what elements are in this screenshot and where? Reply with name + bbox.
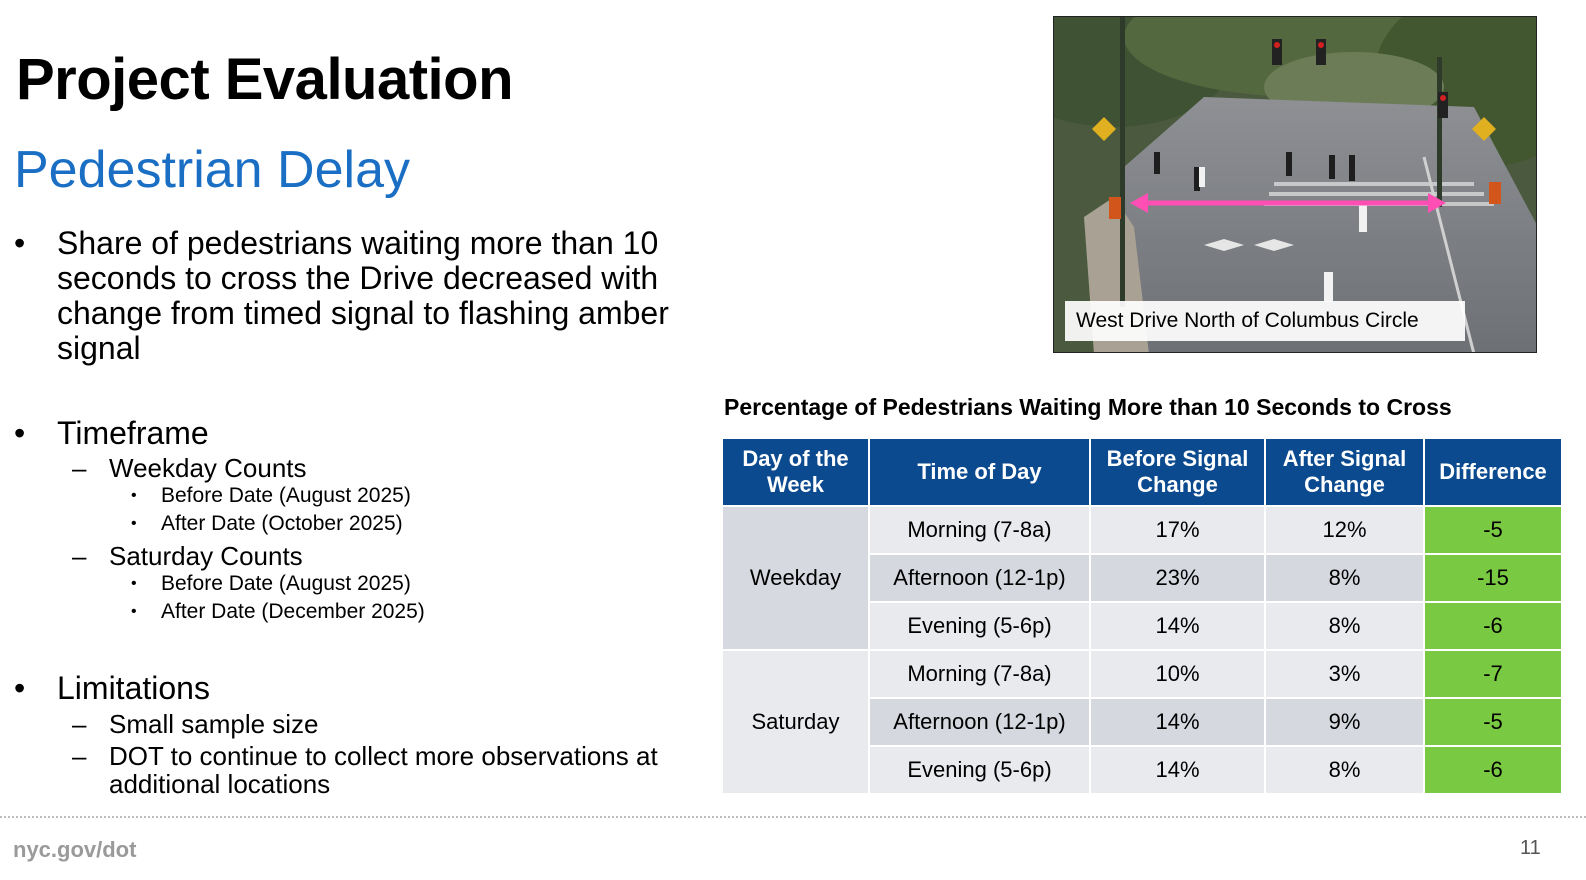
- footer-divider: [0, 816, 1586, 818]
- weekday-counts-label: Weekday Counts: [109, 453, 307, 483]
- table-row: Saturday Morning (7-8a) 10% 3% -7: [723, 649, 1561, 793]
- slide-title: Project Evaluation: [16, 47, 514, 112]
- bullet-dot: •: [14, 225, 26, 261]
- header-day-of-week: Day of the Week: [723, 439, 870, 505]
- table-row: Weekday Morning (7-8a) 17% 12% -5: [723, 505, 1561, 649]
- sub-bullet-dash: –: [72, 709, 87, 739]
- header-after-signal-change: After Signal Change: [1266, 439, 1425, 505]
- photo-caption: West Drive North of Columbus Circle: [1065, 301, 1465, 341]
- sub-bullet-dash: –: [72, 741, 87, 771]
- weekday-before-date: Before Date (August 2025): [161, 484, 411, 507]
- saturday-after-date: After Date (December 2025): [161, 600, 425, 623]
- bullet-limitations: • Limitations – Small sample size – DOT …: [14, 670, 704, 799]
- saturday-before-date: Before Date (August 2025): [161, 572, 411, 595]
- after-cell: 3%: [1266, 649, 1425, 697]
- bullet-timeframe-label: Timeframe: [57, 415, 209, 451]
- table-row: Evening (5-6p) 14% 8% -6: [723, 601, 1561, 649]
- after-cell: 8%: [1266, 745, 1425, 793]
- after-cell: 12%: [1266, 505, 1425, 553]
- bullet-dot: •: [14, 415, 26, 451]
- table-row: Afternoon (12-1p) 14% 9% -5: [723, 697, 1561, 745]
- before-cell: 10%: [1091, 649, 1266, 697]
- day-cell: Saturday: [723, 649, 870, 793]
- difference-cell: -15: [1425, 553, 1561, 601]
- saturday-counts-label: Saturday Counts: [109, 541, 303, 571]
- before-cell: 14%: [1091, 745, 1266, 793]
- header-before-signal-change: Before Signal Change: [1091, 439, 1266, 505]
- after-cell: 8%: [1266, 601, 1425, 649]
- before-cell: 23%: [1091, 553, 1266, 601]
- sub-sub-bullet-dot: •: [131, 575, 137, 592]
- bullet-limitations-label: Limitations: [57, 670, 210, 706]
- difference-cell: -6: [1425, 745, 1561, 793]
- bullet-share: • Share of pedestrians waiting more than…: [14, 226, 704, 366]
- limitation-sample-size: Small sample size: [109, 709, 319, 739]
- time-cell: Afternoon (12-1p): [870, 553, 1091, 601]
- difference-cell: -7: [1425, 649, 1561, 697]
- sub-bullet-dash: –: [72, 541, 87, 571]
- weekday-after-date: After Date (October 2025): [161, 512, 403, 535]
- street-photo: West Drive North of Columbus Circle: [1053, 16, 1537, 353]
- time-cell: Afternoon (12-1p): [870, 697, 1091, 745]
- time-cell: Morning (7-8a): [870, 649, 1091, 697]
- limitation-more-observations: DOT to continue to collect more observat…: [109, 741, 658, 799]
- before-cell: 14%: [1091, 601, 1266, 649]
- before-cell: 17%: [1091, 505, 1266, 553]
- after-cell: 8%: [1266, 553, 1425, 601]
- day-cell: Weekday: [723, 505, 870, 649]
- difference-cell: -6: [1425, 601, 1561, 649]
- time-cell: Evening (5-6p): [870, 745, 1091, 793]
- table-row: Evening (5-6p) 14% 8% -6: [723, 745, 1561, 793]
- before-cell: 14%: [1091, 697, 1266, 745]
- slide-subtitle: Pedestrian Delay: [14, 141, 410, 199]
- table-row: Afternoon (12-1p) 23% 8% -15: [723, 553, 1561, 601]
- header-time-of-day: Time of Day: [870, 439, 1091, 505]
- time-cell: Morning (7-8a): [870, 505, 1091, 553]
- time-cell: Evening (5-6p): [870, 601, 1091, 649]
- sub-sub-bullet-dot: •: [131, 515, 137, 532]
- sub-sub-bullet-dot: •: [131, 603, 137, 620]
- difference-cell: -5: [1425, 505, 1561, 553]
- bullet-dot: •: [14, 670, 26, 706]
- header-difference: Difference: [1425, 439, 1561, 505]
- sub-sub-bullet-dot: •: [131, 487, 137, 504]
- bullet-share-text: Share of pedestrians waiting more than 1…: [57, 225, 669, 366]
- sub-bullet-dash: –: [72, 453, 87, 483]
- after-cell: 9%: [1266, 697, 1425, 745]
- page-number: 11: [1520, 837, 1541, 859]
- bullet-timeframe: • Timeframe – Weekday Counts • Before Da…: [14, 416, 704, 626]
- footer-site: nyc.gov/dot: [13, 837, 137, 862]
- table-title: Percentage of Pedestrians Waiting More t…: [724, 394, 1452, 420]
- difference-cell: -5: [1425, 697, 1561, 745]
- pedestrian-delay-table: Day of the Week Time of Day Before Signa…: [723, 439, 1561, 793]
